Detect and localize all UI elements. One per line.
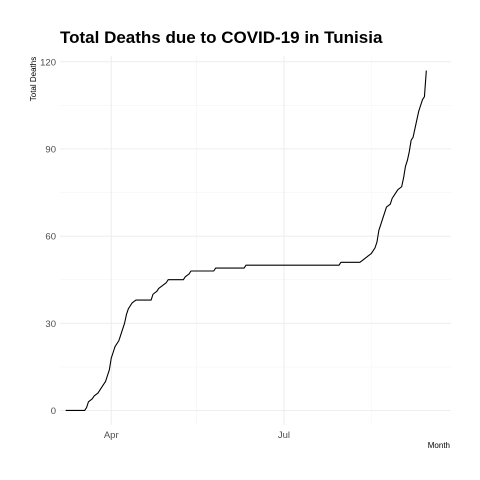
grid-layer bbox=[60, 56, 451, 425]
y-tick-label: 90 bbox=[45, 144, 56, 155]
series-layer bbox=[65, 70, 427, 412]
y-tick-label: 120 bbox=[40, 57, 56, 68]
x-axis-label: Month bbox=[428, 441, 450, 450]
series-line-total-deaths bbox=[65, 70, 427, 412]
y-tick-label: 30 bbox=[45, 319, 56, 330]
y-tick-label: 0 bbox=[51, 406, 56, 417]
y-tick-label: 60 bbox=[45, 232, 56, 243]
y-axis-label: Total Deaths bbox=[29, 57, 38, 101]
chart-title: Total Deaths due to COVID-19 in Tunisia bbox=[60, 28, 383, 47]
y-tick-labels: 0 30 60 90 120 bbox=[40, 57, 56, 417]
x-tick-labels: Apr Jul bbox=[104, 430, 290, 441]
x-tick-label: Jul bbox=[278, 430, 290, 441]
x-tick-label: Apr bbox=[104, 430, 119, 441]
